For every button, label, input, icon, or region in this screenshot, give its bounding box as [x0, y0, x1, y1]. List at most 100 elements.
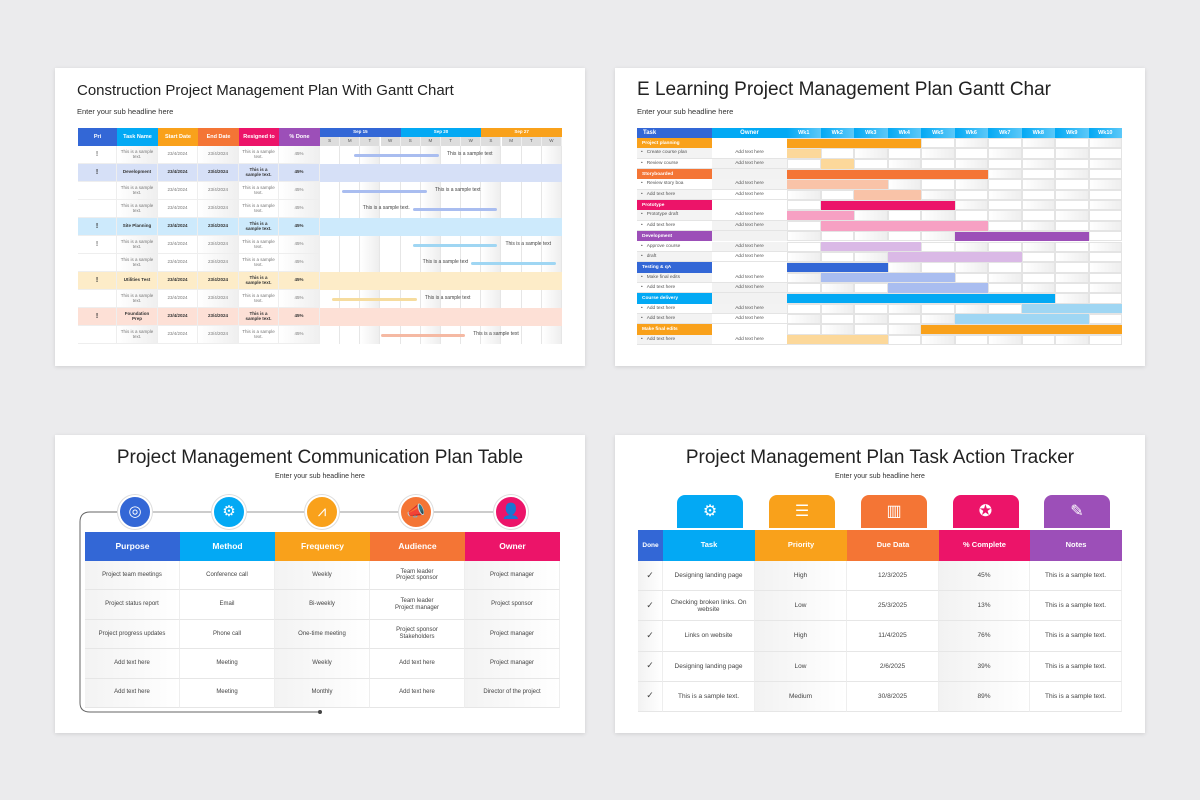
done-checkbox[interactable]: ✓ — [638, 591, 663, 622]
grid-cell — [1055, 220, 1089, 232]
week-header: Wk4 — [887, 128, 921, 138]
table-cell: Project manager — [465, 561, 560, 591]
owner-cell: Add text here — [712, 179, 787, 190]
owner-cell: Add text here — [712, 158, 787, 170]
column-header-frequency: Frequency — [275, 532, 370, 561]
table-cell-task: This is a sample text. — [117, 200, 158, 218]
gantt-bar — [820, 159, 854, 169]
gantt-bar — [787, 138, 921, 148]
grid-cell — [787, 158, 821, 170]
gantt-gridline — [340, 146, 361, 344]
table-cell: 30/8/2025 — [847, 681, 939, 712]
grid-cell — [1055, 158, 1089, 170]
week-header: Wk9 — [1055, 128, 1089, 138]
done-checkbox[interactable]: ✓ — [638, 621, 663, 652]
gantt-bar — [921, 324, 1122, 335]
table-cell-end: 23/4/2024 — [198, 236, 239, 254]
grid-cell — [787, 231, 821, 242]
gantt-bar — [954, 231, 1089, 241]
owner-cell: Add text here — [712, 303, 787, 314]
gantt-bar — [787, 179, 888, 190]
grid-cell — [1088, 158, 1122, 170]
grid-cell — [1055, 282, 1089, 294]
done-checkbox[interactable]: ✓ — [638, 681, 663, 712]
table-cell-end: 23/4/2024 — [198, 200, 239, 218]
table-cell: Monthly — [275, 678, 370, 708]
grid-cell — [1055, 251, 1089, 263]
grid-cell — [1055, 200, 1089, 211]
task-label: • draft — [637, 251, 712, 263]
table-cell: Project sponsor Stakeholders — [370, 619, 465, 650]
gear-idea-icon: ⚙ — [677, 495, 743, 528]
done-checkbox[interactable]: ✓ — [638, 561, 663, 592]
grid-cell — [954, 210, 988, 221]
done-checkbox[interactable]: ✓ — [638, 651, 663, 682]
column-header-start: Start Date — [158, 128, 198, 146]
grid-cell — [1021, 148, 1055, 159]
grid-cell — [1055, 241, 1089, 252]
day-header: S — [400, 137, 421, 146]
grid-cell — [1021, 189, 1055, 201]
slide-subtitle: Enter your sub headline here — [835, 473, 925, 480]
table-cell: High — [755, 561, 847, 592]
gantt-bar — [787, 169, 988, 179]
group-row-band — [78, 218, 562, 236]
grid-cell — [1021, 200, 1055, 211]
owner-cell: Add text here — [712, 251, 787, 263]
phase-label: Testing & qA — [637, 262, 712, 273]
week-header: Wk10 — [1088, 128, 1122, 138]
gantt-gridline — [360, 146, 381, 344]
priority-cell: ! — [78, 272, 117, 290]
grid-cell — [887, 303, 921, 314]
priority-cell — [78, 200, 117, 218]
grid-cell — [921, 148, 955, 159]
grid-cell — [787, 241, 821, 252]
gantt-bar — [412, 243, 498, 247]
day-header: M — [420, 137, 441, 146]
grid-cell — [954, 241, 988, 252]
table-cell: Director of the project — [465, 678, 560, 708]
table-cell: Add text here — [370, 649, 465, 679]
group-row-band — [78, 308, 562, 326]
slide-construction-gantt: Construction Project Management Plan Wit… — [55, 68, 585, 366]
grid-cell — [954, 272, 988, 283]
table-cell-task: Foundation Prep — [117, 308, 158, 326]
grid-cell — [1088, 148, 1122, 159]
group-row-band — [78, 164, 562, 182]
table-cell: Low — [755, 591, 847, 622]
grid-cell — [787, 220, 821, 232]
priority-cell — [78, 254, 117, 272]
grid-cell — [820, 303, 854, 314]
grid-cell — [1088, 251, 1122, 263]
owner-cell: Add text here — [712, 148, 787, 159]
grid-cell — [1021, 251, 1055, 263]
grid-cell — [887, 210, 921, 221]
table-cell: Weekly — [275, 649, 370, 679]
grid-cell — [1055, 293, 1089, 304]
table-cell-resigned: This is a sample text. — [239, 290, 279, 308]
grid-cell — [954, 148, 988, 159]
grid-cell — [1088, 169, 1122, 180]
grid-cell — [988, 200, 1022, 211]
column-header-method: Method — [180, 532, 275, 561]
day-header: T — [360, 137, 381, 146]
grid-cell — [988, 210, 1022, 221]
grid-cell — [1088, 200, 1122, 211]
grid-cell — [887, 313, 921, 325]
table-cell-resigned: This is a sample text. — [239, 164, 279, 182]
table-cell: One-time meeting — [275, 619, 370, 650]
table-cell: 2/6/2025 — [847, 651, 939, 682]
slide-subtitle: Enter your sub headline here — [275, 473, 365, 480]
task-name: Review story boa — [646, 181, 684, 187]
slide-task-tracker: Project Management Plan Task Action Trac… — [615, 435, 1145, 733]
table-cell: Project progress updates — [85, 619, 180, 650]
grid-cell — [921, 334, 955, 345]
gantt-bar — [820, 242, 921, 252]
day-header: S — [320, 137, 341, 146]
table-cell-end: 23/4/2024 — [198, 272, 239, 290]
grid-cell — [1021, 220, 1055, 232]
grid-cell — [921, 138, 955, 149]
table-cell: Project status report — [85, 590, 180, 620]
task-name: Add text here — [646, 284, 676, 290]
table-cell-start: 23/4/2024 — [158, 290, 198, 308]
